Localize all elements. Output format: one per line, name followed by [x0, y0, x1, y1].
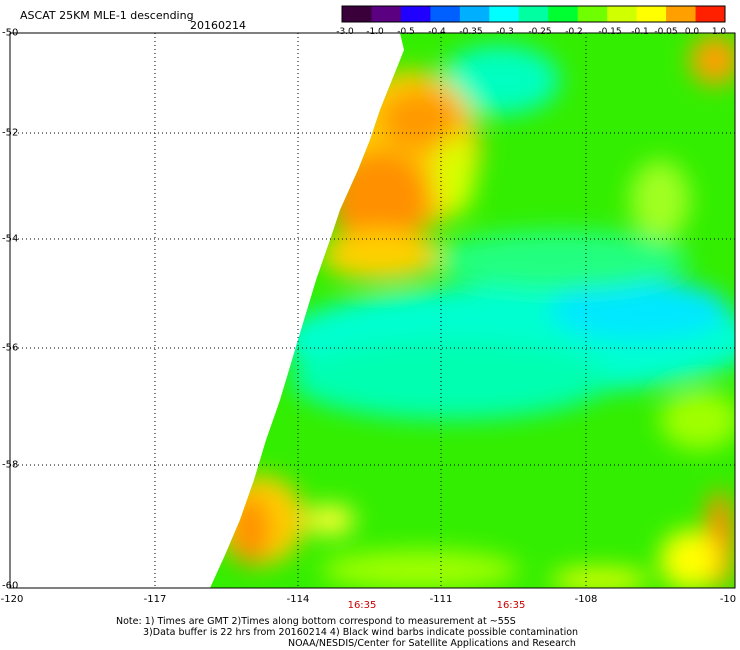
lon-label: -120: [0, 594, 24, 605]
time-label: 16:35: [496, 600, 526, 611]
plot-frame: [9, 32, 736, 589]
colorbar-label: -0.15: [598, 27, 622, 37]
lon-label: -10: [719, 594, 737, 605]
colorbar-segment: [459, 6, 490, 22]
colorbar-segment: [607, 6, 638, 22]
colorbar-label: -0.3: [496, 27, 514, 37]
colorbar-segment: [342, 6, 372, 22]
lon-label: -108: [574, 594, 598, 605]
colorbar-segment: [489, 6, 520, 22]
colorbar-segment: [695, 6, 726, 22]
note-line: Note: 1) Times are GMT 2)Times along bot…: [116, 616, 516, 627]
note-line: 3)Data buffer is 22 hrs from 20160214 4)…: [143, 627, 579, 638]
map-date: 20160214: [190, 19, 246, 32]
time-label: 16:35: [347, 600, 377, 611]
colorbar-frame: [341, 5, 726, 23]
colorbar-label: -1.0: [366, 27, 384, 37]
colorbar-label: -0.35: [459, 27, 483, 37]
lat-label: -60: [2, 580, 19, 592]
colorbar-label: 1.0: [711, 27, 727, 37]
colorbar-label: -0.05: [654, 27, 678, 37]
lat-label: -58: [2, 459, 19, 471]
colorbar-segment: [636, 6, 667, 22]
lat-label: -52: [2, 127, 19, 139]
colorbar-label: -0.1: [631, 27, 649, 37]
lat-label: -54: [2, 233, 19, 245]
footnotes: Note: 1) Times are GMT 2)Times along bot…: [116, 616, 578, 649]
colorbar-label: -0.25: [528, 27, 552, 37]
colorbar-label: -0.4: [428, 27, 446, 37]
colorbar-label: -3.0: [336, 27, 354, 37]
graticule: [10, 33, 735, 588]
colorbar-segment: [400, 6, 431, 22]
colorbar-segment: [430, 6, 461, 22]
colorbar-segment: [577, 6, 608, 22]
lon-label: -111: [429, 594, 453, 605]
map-title: ASCAT 25KM MLE-1 descending: [20, 9, 194, 22]
mle-field: [210, 33, 735, 588]
colorbar-label: -0.5: [397, 27, 415, 37]
lon-label: -114: [286, 594, 310, 605]
lon-label: -117: [143, 594, 167, 605]
lat-label: -56: [2, 342, 19, 354]
lat-label: -50: [2, 27, 19, 39]
colorbar-segment: [518, 6, 549, 22]
colorbar-label: 0.0: [684, 27, 700, 37]
colorbar-segment: [548, 6, 579, 22]
colorbar-segment: [666, 6, 697, 22]
colorbar-segment: [371, 6, 402, 22]
colorbar: [342, 6, 726, 22]
note-line: NOAA/NESDIS/Center for Satellite Applica…: [288, 638, 576, 649]
colorbar-label: -0.2: [565, 27, 583, 37]
